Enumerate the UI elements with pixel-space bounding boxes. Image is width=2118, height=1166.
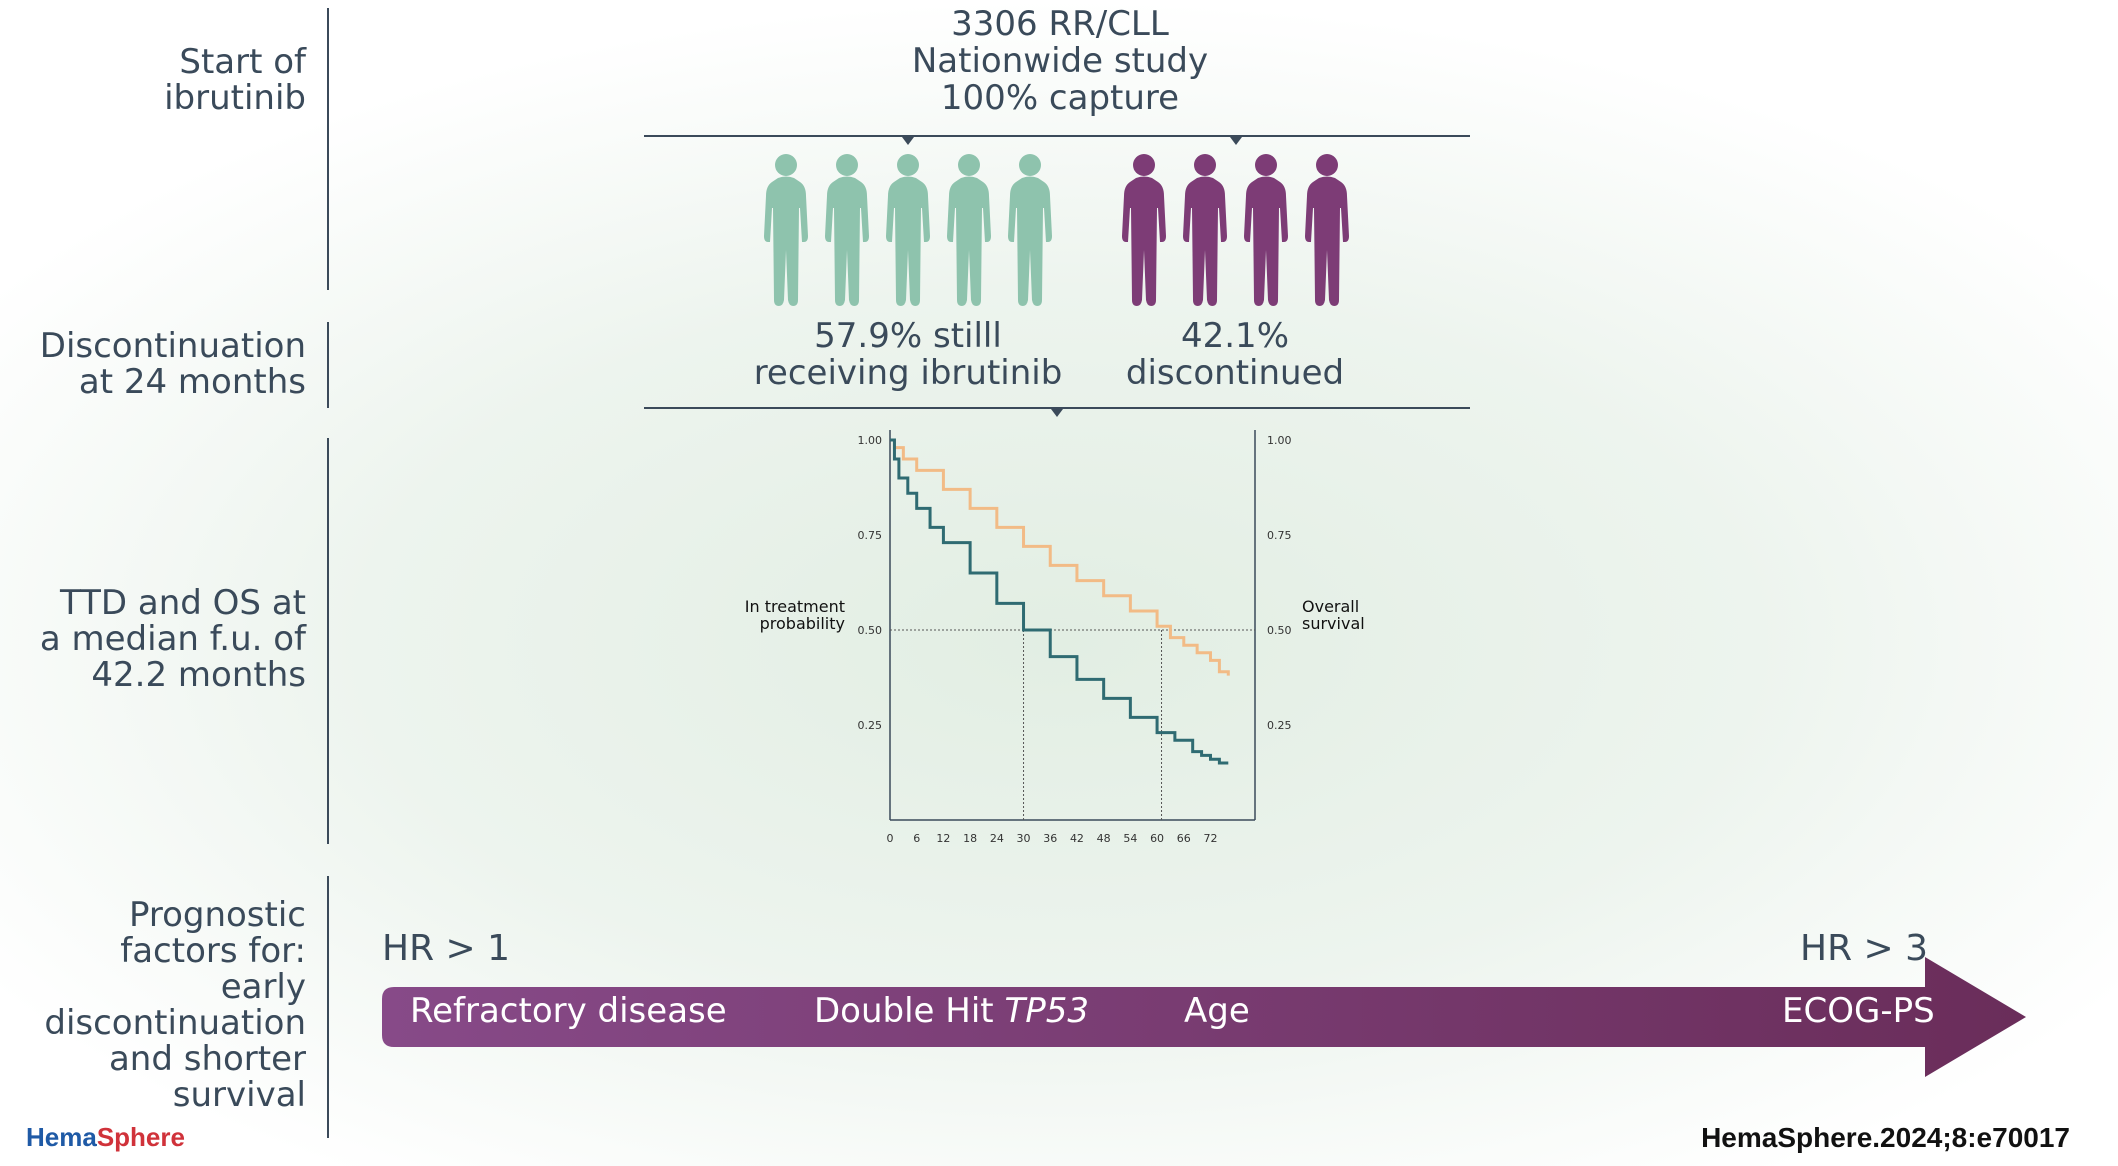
logo-part-hema: Hema xyxy=(26,1122,97,1152)
study-title-line2: Nationwide study xyxy=(911,41,1209,81)
separator-ttd-os xyxy=(327,438,329,844)
left-y-tick-label: 0.25 xyxy=(858,719,883,732)
person-icon-receiving xyxy=(825,154,869,306)
left-axis-label: In treatment xyxy=(745,597,845,616)
right-axis-label: Overall xyxy=(1302,597,1359,616)
hr-low-label: HR > 1 xyxy=(382,928,511,969)
person-icon-discontinued xyxy=(1183,154,1227,306)
factor-refractory-disease: Refractory disease xyxy=(410,991,727,1031)
factor-tp53-gene: TP53 xyxy=(1004,991,1089,1031)
right-y-tick-label: 1.00 xyxy=(1267,434,1292,447)
os-curve xyxy=(890,438,1230,676)
right-y-tick-label: 0.50 xyxy=(1267,624,1292,637)
receiving-icons xyxy=(764,154,1052,306)
study-title: 3306 RR/CLL Nationwide study 100% captur… xyxy=(820,6,1300,117)
discontinued-percentage: 42.1% discontinued xyxy=(1125,316,1345,393)
person-icon-receiving xyxy=(764,154,808,306)
x-tick-label: 36 xyxy=(1043,832,1057,845)
x-tick-label: 66 xyxy=(1177,832,1191,845)
person-icon-receiving xyxy=(1008,154,1052,306)
row-label-prognostic: Prognostic factors for: early discontinu… xyxy=(44,895,306,1115)
row-label-start: Start of ibrutinib xyxy=(164,42,306,118)
person-icon-receiving xyxy=(886,154,930,306)
study-title-line3: 100% capture xyxy=(940,78,1180,118)
person-icon-discontinued xyxy=(1305,154,1349,306)
factor-age: Age xyxy=(1184,991,1250,1031)
prognostic-arrow xyxy=(382,957,2026,1077)
row-label-discontinuation: Discontinuation at 24 months xyxy=(39,326,306,402)
hr-high-label: HR > 3 xyxy=(1800,928,1929,969)
x-tick-label: 60 xyxy=(1150,832,1164,845)
x-tick-label: 72 xyxy=(1203,832,1217,845)
hemasphere-logo: HemaSphere xyxy=(26,1122,185,1153)
separator-prognostic xyxy=(327,876,329,1138)
split-line-bottom xyxy=(644,407,1470,409)
discontinued-icons xyxy=(1122,154,1349,306)
split-marker-receiving xyxy=(902,137,914,145)
patient-icons xyxy=(764,154,1349,306)
left-y-tick-label: 1.00 xyxy=(858,434,883,447)
x-tick-label: 12 xyxy=(936,832,950,845)
logo-part-sphere: Sphere xyxy=(96,1122,185,1152)
x-tick-label: 30 xyxy=(1017,832,1031,845)
factor-double-hit-text: Double Hit xyxy=(814,991,1005,1031)
left-y-tick-label: 0.50 xyxy=(858,624,883,637)
right-y-tick-label: 0.75 xyxy=(1267,529,1292,542)
person-icon-receiving xyxy=(947,154,991,306)
person-icon-discontinued xyxy=(1122,154,1166,306)
x-tick-label: 48 xyxy=(1097,832,1111,845)
right-axis-label: survival xyxy=(1302,614,1365,633)
separator-start xyxy=(327,8,329,290)
left-y-tick-label: 0.75 xyxy=(858,529,883,542)
person-icon-discontinued xyxy=(1244,154,1288,306)
row-label-ttd-os: TTD and OS at a median f.u. of 42.2 mont… xyxy=(39,583,306,695)
factor-ecog-ps: ECOG-PS xyxy=(1782,991,1935,1031)
left-axis-label: probability xyxy=(760,614,845,633)
x-tick-label: 0 xyxy=(887,832,894,845)
split-line-top xyxy=(644,135,1470,137)
separator-discontinuation xyxy=(327,322,329,408)
x-tick-label: 18 xyxy=(963,832,977,845)
x-tick-label: 24 xyxy=(990,832,1004,845)
km-chart: 0 6 12 18 24 30 36 42 48 54 60 66 72 0.25 0.25 0.50 0.50… xyxy=(745,430,1365,845)
receiving-percentage: 57.9% stilll receiving ibrutinib xyxy=(753,316,1063,393)
x-tick-label: 54 xyxy=(1123,832,1137,845)
factor-double-hit-tp53: Double Hit TP53 xyxy=(814,991,1089,1031)
right-y-tick-label: 0.25 xyxy=(1267,719,1292,732)
x-tick-label: 6 xyxy=(913,832,920,845)
study-title-line1: 3306 RR/CLL xyxy=(951,4,1169,44)
ttd-curve xyxy=(890,438,1229,765)
chart-marker xyxy=(1051,409,1063,417)
split-marker-discontinued xyxy=(1230,137,1242,145)
citation: HemaSphere.2024;8:e70017 xyxy=(1701,1122,2070,1153)
x-tick-label: 42 xyxy=(1070,832,1084,845)
